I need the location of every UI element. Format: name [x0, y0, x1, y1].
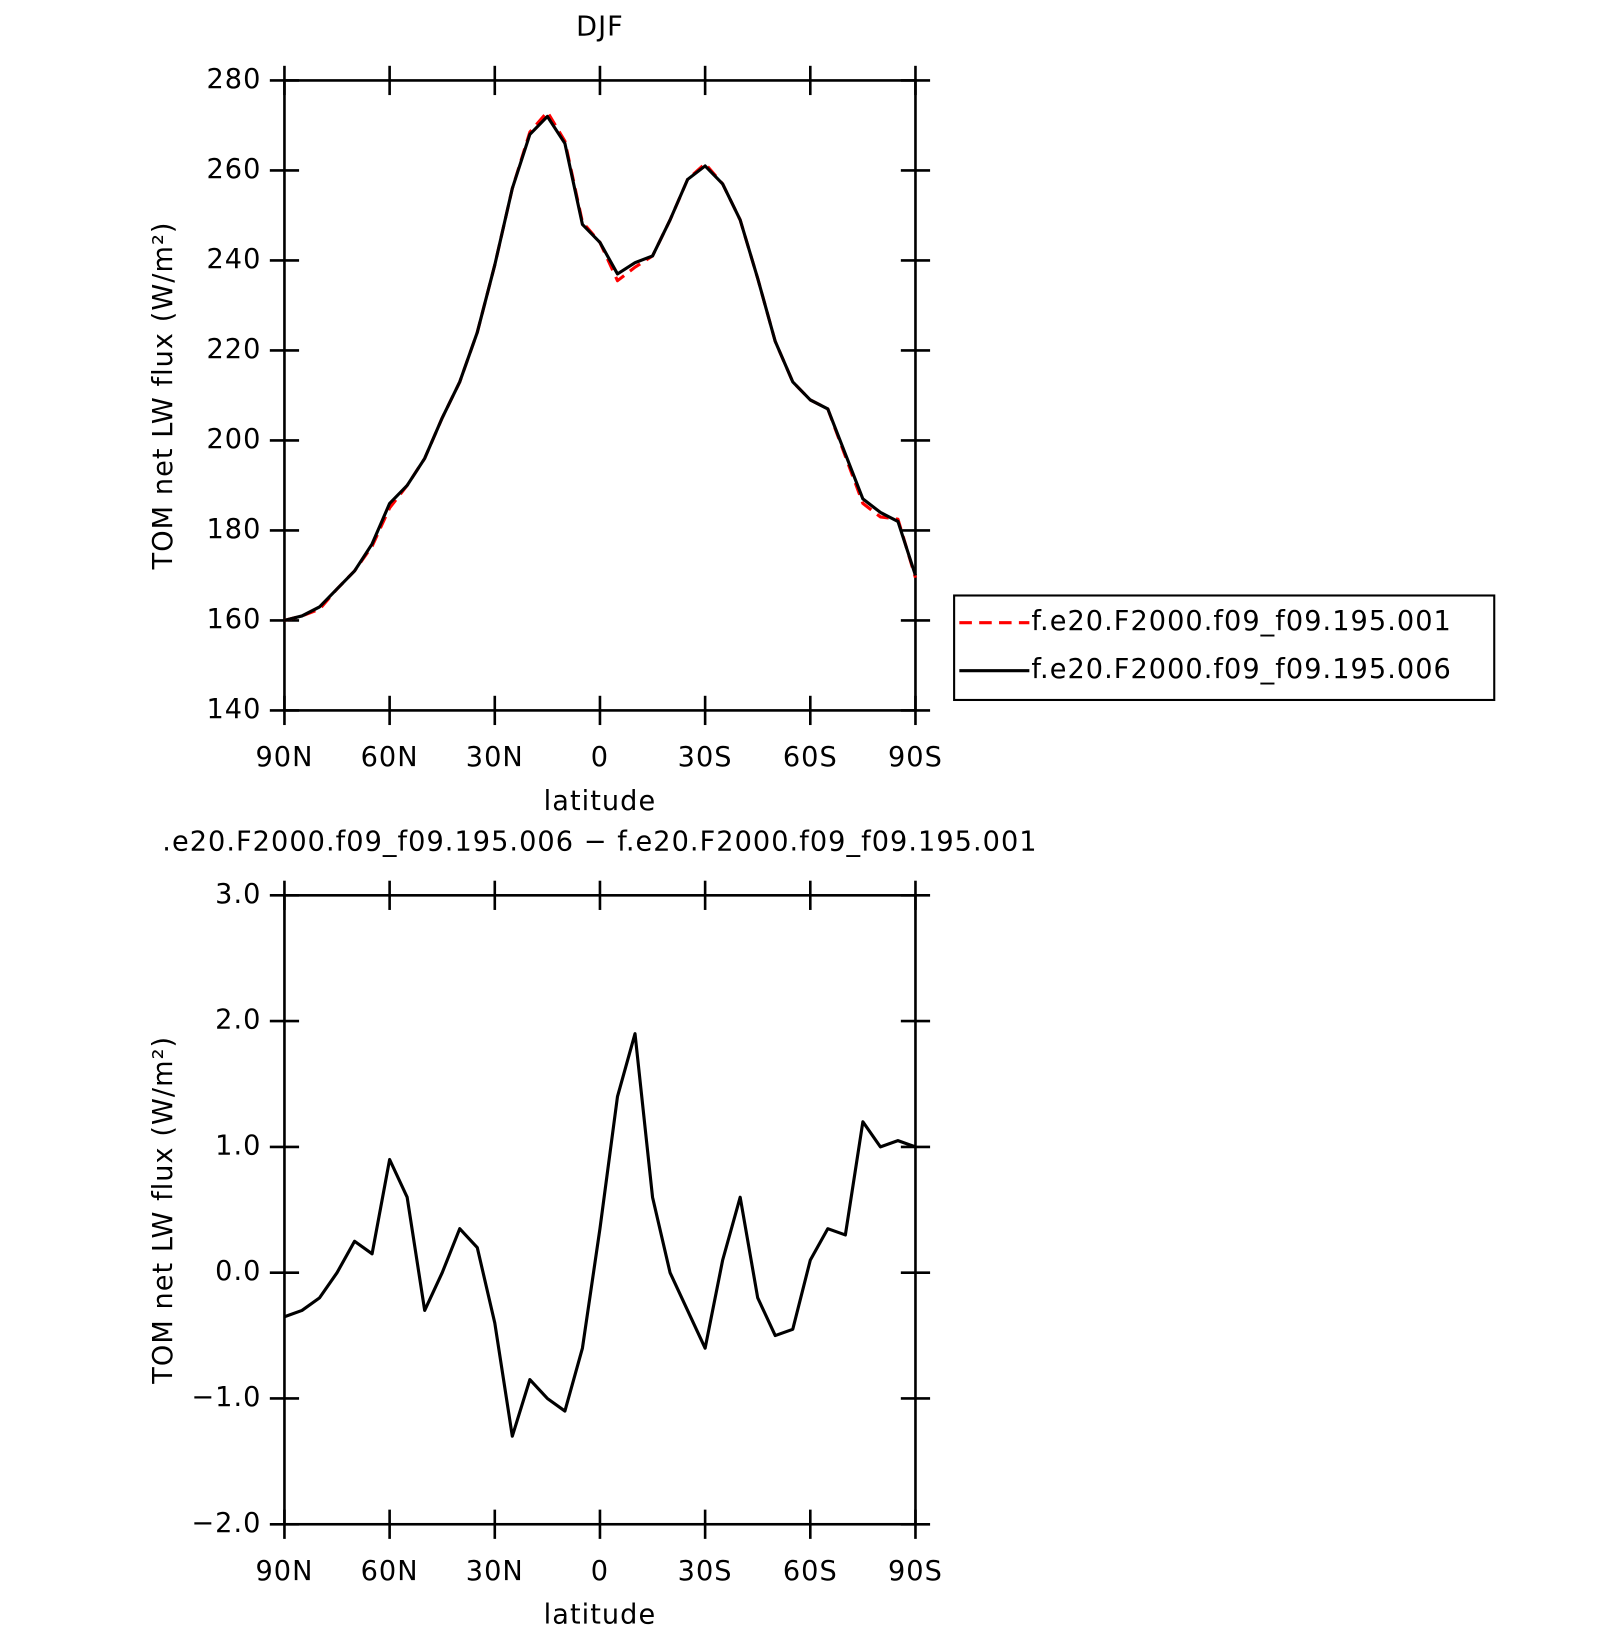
- y-tick-label: 160: [206, 604, 261, 635]
- y-tick-label: 180: [206, 514, 261, 545]
- legend-label: f.e20.F2000.f09_f09.195.001: [1031, 606, 1451, 637]
- y-tick-label: −1.0: [191, 1382, 261, 1413]
- x-tick-label: 0: [591, 1556, 609, 1587]
- y-tick-label: 140: [206, 694, 261, 725]
- legend-label: f.e20.F2000.f09_f09.195.006: [1031, 654, 1451, 685]
- y-tick-label: 200: [206, 424, 261, 455]
- y-axis-label: TOM net LW flux (W/m²): [148, 221, 179, 570]
- x-tick-label: 90N: [255, 742, 313, 773]
- y-tick-label: 2.0: [215, 1005, 261, 1036]
- x-tick-label: 30N: [466, 1556, 524, 1587]
- x-tick-label: 0: [591, 742, 609, 773]
- y-tick-label: 3.0: [215, 879, 261, 910]
- y-tick-label: 1.0: [215, 1130, 261, 1161]
- chart-title: DJF: [576, 12, 624, 43]
- y-tick-label: 220: [206, 334, 261, 365]
- data-line: [284, 114, 917, 622]
- legend-box: [953, 594, 1496, 702]
- x-tick-label: 60N: [361, 742, 419, 773]
- x-tick-label: 30S: [678, 1556, 733, 1587]
- y-axis-label: TOM net LW flux (W/m²): [148, 1036, 179, 1385]
- x-tick-label: 90N: [255, 1556, 313, 1587]
- y-tick-label: 260: [206, 154, 261, 185]
- y-tick-label: 240: [206, 244, 261, 275]
- x-axis-label: latitude: [544, 1600, 657, 1631]
- y-tick-label: 0.0: [215, 1256, 261, 1287]
- x-tick-label: 90S: [888, 1556, 943, 1587]
- x-axis-label: latitude: [544, 786, 657, 817]
- x-tick-label: 90S: [888, 742, 943, 773]
- x-tick-label: 30N: [466, 742, 524, 773]
- chart-title: .e20.F2000.f09_f09.195.006 − f.e20.F2000…: [162, 827, 1037, 858]
- x-tick-label: 30S: [678, 742, 733, 773]
- x-tick-label: 60S: [783, 742, 838, 773]
- plot-frame: [283, 79, 917, 712]
- data-line: [284, 110, 917, 622]
- data-line: [283, 1032, 916, 1438]
- x-tick-label: 60N: [361, 1556, 419, 1587]
- y-tick-label: 280: [206, 64, 261, 95]
- y-tick-label: −2.0: [191, 1508, 261, 1539]
- x-tick-label: 60S: [783, 1556, 838, 1587]
